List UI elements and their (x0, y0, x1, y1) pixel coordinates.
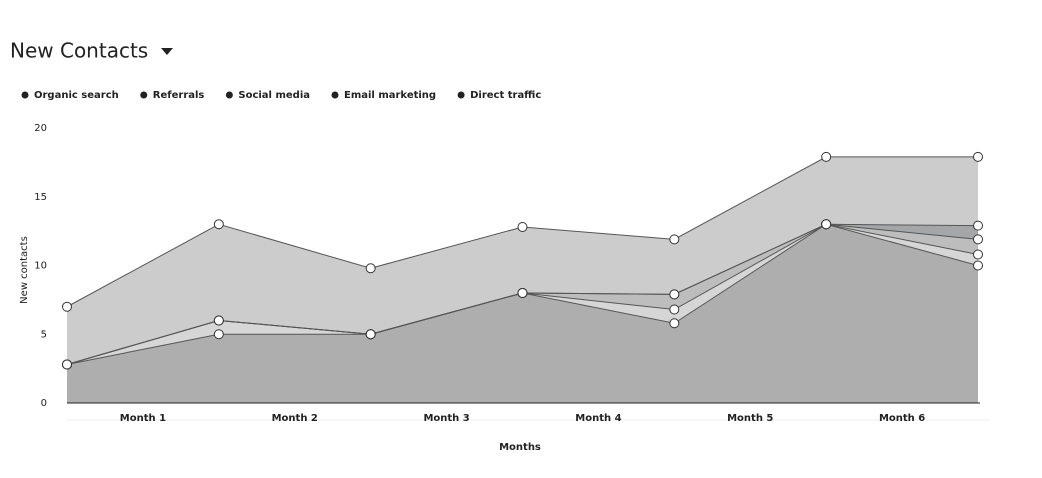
legend-label: Direct traffic (470, 90, 541, 101)
data-point (213, 315, 224, 326)
legend-marker (331, 91, 339, 99)
x-axis-title: Months (499, 442, 541, 453)
dropdown-arrow[interactable] (161, 48, 173, 55)
legend-marker (140, 91, 148, 99)
data-point (62, 301, 72, 312)
data-point (669, 289, 680, 300)
data-point (365, 263, 376, 274)
data-point (213, 219, 224, 230)
area (67, 224, 978, 365)
legend-marker (457, 91, 465, 99)
y-tick-label: 10 (34, 261, 47, 272)
data-point (973, 249, 983, 260)
area (67, 156, 978, 365)
data-point (821, 151, 832, 162)
legend-label: Referrals (153, 90, 205, 101)
y-tick-label: 5 (41, 329, 47, 340)
data-point (365, 329, 376, 340)
legend-marker (225, 91, 233, 99)
x-tick-label: Month 3 (423, 413, 469, 424)
x-tick-label: Month 5 (727, 413, 773, 424)
data-point (821, 219, 832, 230)
y-tick-label: 0 (41, 398, 47, 409)
legend-marker (21, 91, 29, 99)
data-point (517, 288, 528, 298)
data-point (669, 318, 680, 329)
x-tick-label: Month 4 (575, 413, 621, 424)
legend-label: Email marketing (344, 90, 436, 101)
legend-label: Social media (238, 90, 310, 101)
data-point (669, 304, 680, 315)
chart-title: New Contacts (10, 39, 148, 63)
data-point (62, 359, 72, 370)
data-point (669, 234, 680, 245)
data-point (213, 329, 224, 340)
x-tick-label: Month 1 (120, 413, 166, 424)
y-tick-label: 20 (34, 123, 47, 134)
area (67, 224, 978, 403)
data-point (973, 234, 983, 245)
y-axis-title: New contacts (19, 236, 30, 304)
data-point (973, 151, 983, 162)
x-tick-label: Month 2 (272, 413, 318, 424)
legend-label: Organic search (34, 90, 119, 101)
data-point (973, 260, 983, 271)
x-tick-label: Month 6 (879, 413, 925, 424)
data-point (973, 220, 983, 231)
y-tick-label: 15 (34, 192, 47, 203)
data-point (517, 222, 528, 232)
